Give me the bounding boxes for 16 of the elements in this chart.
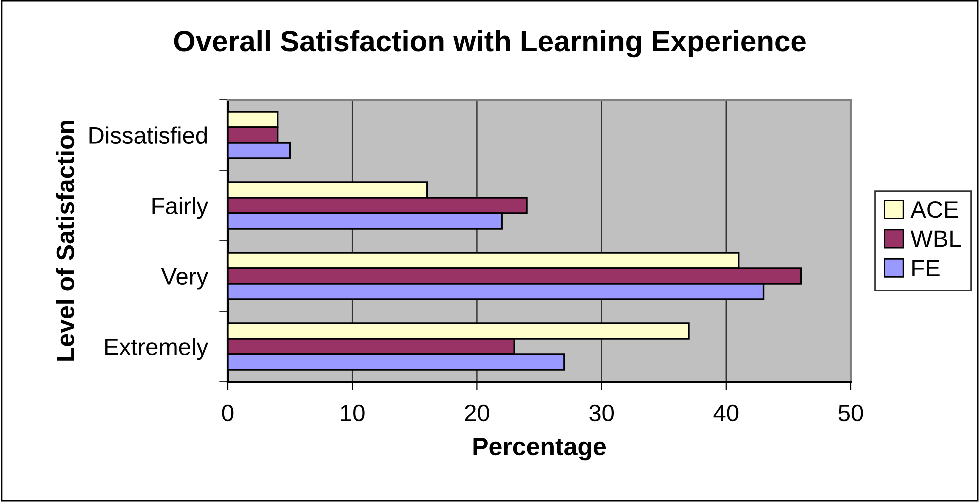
x-tick-label: 30 <box>590 404 614 422</box>
x-tick-label: 50 <box>838 404 864 422</box>
legend-label: WBL <box>910 230 962 248</box>
y-tick-label: Very <box>161 268 209 290</box>
chart-title: Overall Satisfaction with Learning Experience <box>174 30 806 58</box>
y-tick-label: Dissatisfied <box>90 126 208 144</box>
legend-label: FE <box>912 260 940 276</box>
x-tick-label: 0 <box>222 404 234 422</box>
x-tick-label: 20 <box>465 404 490 422</box>
x-axis-title: Percentage <box>474 438 606 461</box>
x-tick-label: 40 <box>714 404 739 422</box>
x-tick-label: 10 <box>341 404 365 422</box>
y-tick-label: Extremely <box>106 338 209 360</box>
y-axis-title: Level of Satisfaction <box>56 120 75 361</box>
legend-label: ACE <box>910 201 958 218</box>
y-tick-label: Fairly <box>152 197 209 220</box>
